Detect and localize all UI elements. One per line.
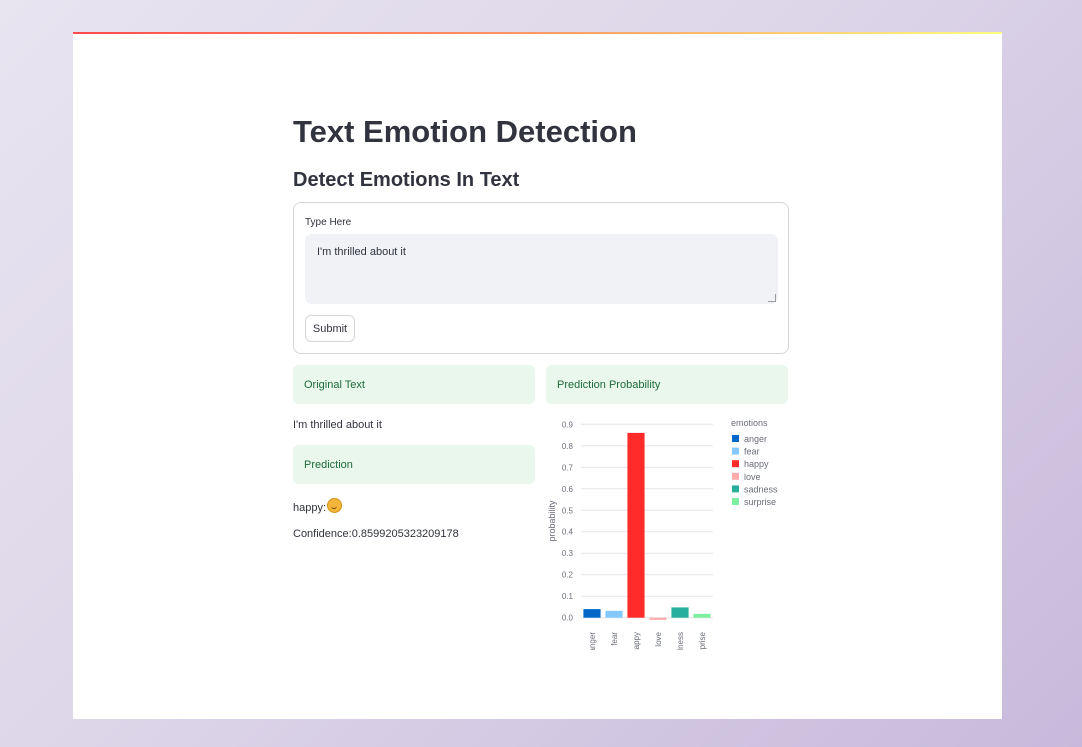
prediction-probability-header: Prediction Probability [546, 365, 788, 404]
y-tick-label: 0.4 [562, 528, 574, 537]
legend-label-anger: anger [744, 434, 767, 444]
accent-bar [73, 32, 1002, 34]
prediction-label: happy: [293, 502, 327, 514]
text-input[interactable]: I'm thrilled about it [305, 234, 778, 304]
prediction-header: Prediction [293, 445, 535, 484]
prediction-result: happy: [293, 498, 343, 514]
bar-surprise [693, 613, 711, 618]
legend-swatch-sadness [732, 485, 739, 493]
legend-label-surprise: surprise [744, 497, 776, 507]
original-text-header: Original Text [293, 365, 535, 404]
text-input-value: I'm thrilled about it [317, 246, 406, 258]
y-tick-label: 0.3 [562, 549, 574, 558]
legend-swatch-surprise [732, 498, 739, 505]
confidence-text: Confidence:0.8599205323209178 [293, 528, 459, 540]
y-tick-label: 0.9 [562, 420, 574, 429]
original-text: I'm thrilled about it [293, 419, 382, 431]
bar-sadness [671, 607, 689, 618]
emotion-form: Type Here I'm thrilled about it Submit [293, 202, 789, 354]
legend-swatch-happy [732, 460, 739, 468]
y-tick-label: 0.0 [562, 614, 574, 623]
y-tick-label: 0.2 [562, 571, 574, 580]
y-tick-label: 0.1 [562, 592, 574, 601]
legend-label-love: love [744, 472, 761, 482]
legend-label-sadness: sadness [744, 484, 778, 494]
legend-swatch-fear [732, 447, 739, 455]
legend-label-happy: happy [744, 459, 769, 469]
bar-anger [583, 609, 601, 618]
legend-label-fear: fear [744, 447, 760, 457]
submit-button[interactable]: Submit [305, 315, 355, 342]
probability-bar-chart: 0.0 0.1 0.2 0.3 0.4 0.5 0.6 0.7 0.8 0.9 anger fear h… [547, 418, 778, 650]
app-window: Text Emotion Detection Detect Emotions I… [73, 32, 1002, 719]
x-tick-label: surprise [698, 631, 707, 650]
x-tick-label: fear [610, 632, 619, 646]
y-tick-label: 0.5 [562, 506, 574, 515]
y-tick-label: 0.6 [562, 485, 574, 494]
text-input-label: Type Here [305, 217, 352, 228]
resize-handle-icon[interactable] [768, 294, 776, 302]
y-axis-title: probability [547, 500, 557, 542]
x-tick-label: happy [632, 632, 641, 650]
page-subtitle: Detect Emotions In Text [293, 169, 520, 191]
y-tick-label: 0.8 [562, 442, 574, 451]
page-title: Text Emotion Detection [293, 114, 637, 149]
bar-love [649, 617, 667, 620]
y-tick-label: 0.7 [562, 463, 574, 472]
legend-swatch-love [732, 472, 739, 480]
hugging-face-emoji-icon [327, 498, 343, 513]
legend-swatch-anger [732, 435, 739, 442]
legend-title: emotions [731, 418, 768, 428]
x-tick-label: sadness [676, 632, 685, 650]
x-tick-label: love [654, 631, 663, 646]
bar-happy [627, 432, 645, 618]
bar-fear [605, 610, 623, 618]
x-tick-label: anger [588, 632, 597, 650]
